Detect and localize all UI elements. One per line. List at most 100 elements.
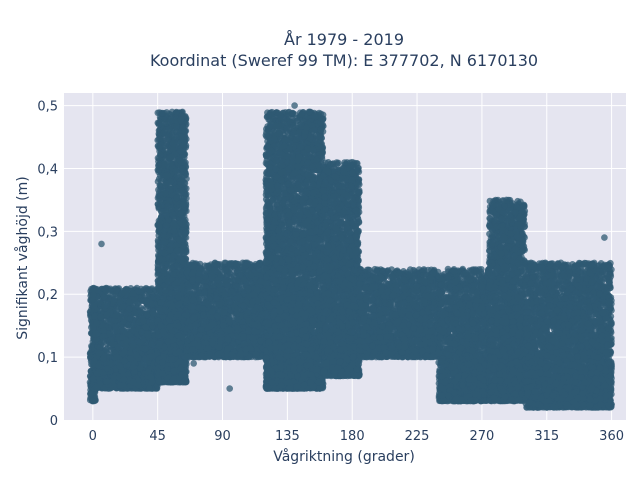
scatter-point <box>92 331 99 338</box>
scatter-point <box>175 323 182 330</box>
scatter-point <box>147 354 154 361</box>
chart-title-line1: År 1979 - 2019 <box>284 30 404 49</box>
scatter-point <box>94 370 101 377</box>
scatter-point <box>158 184 165 191</box>
scatter-point <box>137 308 144 315</box>
scatter-point <box>101 303 108 310</box>
scatter-point <box>156 307 163 314</box>
scatter-point <box>156 278 163 285</box>
scatter-point <box>117 363 124 370</box>
scatter-point <box>158 299 165 306</box>
scatter-point <box>161 143 168 150</box>
scatter-point <box>156 340 163 347</box>
scatter-point <box>162 190 169 197</box>
scatter-point <box>96 350 103 357</box>
scatter-point <box>176 332 183 339</box>
scatter-point <box>182 220 189 227</box>
scatter-point <box>102 287 109 294</box>
scatter-point <box>155 378 162 385</box>
scatter-point <box>94 384 101 391</box>
scatter-point <box>169 258 176 265</box>
scatter-point <box>121 349 128 356</box>
scatter-point <box>148 341 155 348</box>
scatter-point <box>130 364 137 371</box>
scatter-point <box>90 292 97 299</box>
scatter-point <box>121 376 128 383</box>
scatter-point <box>174 279 181 286</box>
scatter-point <box>181 179 188 186</box>
scatter-point <box>143 324 150 331</box>
scatter-point <box>173 129 180 136</box>
scatter-point <box>171 220 178 227</box>
scatter-point <box>159 110 166 117</box>
scatter-point <box>126 306 133 313</box>
scatter-point <box>170 141 177 148</box>
scatter-point <box>100 327 107 334</box>
scatter-point <box>101 293 108 300</box>
scatter-point <box>117 382 124 389</box>
scatter-point <box>146 287 153 294</box>
scatter-point <box>175 311 182 318</box>
scatter-point <box>158 214 165 221</box>
scatter-point <box>177 358 184 365</box>
scatter-point <box>176 237 183 244</box>
scatter-point <box>148 374 155 381</box>
scatter-point <box>156 256 163 263</box>
scatter-point <box>174 194 181 201</box>
scatter-point <box>130 290 137 297</box>
scatter-point <box>132 298 139 305</box>
scatter-point <box>91 313 98 320</box>
chart-title-line2: Koordinat (Sweref 99 TM): E 377702, N 61… <box>150 51 538 70</box>
scatter-point <box>112 323 119 330</box>
scatter-point <box>100 355 107 362</box>
scatter-point <box>181 378 188 385</box>
scatter-point <box>103 378 110 385</box>
scatter-point <box>165 278 172 285</box>
scatter-point <box>167 118 174 125</box>
scatter-point <box>181 201 188 208</box>
scatter-point <box>140 318 147 325</box>
scatter-point <box>168 379 175 386</box>
scatter-point <box>111 297 118 304</box>
scatter-point <box>171 228 178 235</box>
scatter-point <box>155 266 162 273</box>
scatter-point <box>155 285 162 292</box>
scatter-point <box>177 211 184 218</box>
scatter-point <box>103 347 110 354</box>
scatter-point <box>167 160 174 167</box>
scatter-point <box>156 144 163 151</box>
scatter-point <box>130 327 137 334</box>
scatter-point <box>127 355 134 362</box>
scatter-point <box>177 157 184 164</box>
scatter-point <box>167 247 174 254</box>
scatter-point <box>162 287 169 294</box>
scatter-point <box>98 314 105 321</box>
scatter-point <box>178 148 185 155</box>
scatter-point <box>91 358 98 365</box>
scatter-point <box>163 173 170 180</box>
scatter-point <box>127 315 134 322</box>
scatter-point <box>93 320 100 327</box>
scatter-point <box>115 344 122 351</box>
scatter-point <box>135 382 142 389</box>
scatter-point <box>138 288 145 295</box>
scatter-point <box>119 334 126 341</box>
scatter-point <box>120 327 127 334</box>
scatter-point <box>164 203 171 210</box>
scatter-point <box>161 250 168 257</box>
scatter-point <box>173 167 180 174</box>
scatter-point <box>137 339 144 346</box>
scatter-point <box>142 298 149 305</box>
scatter-point <box>120 303 127 310</box>
scatter-point <box>97 344 104 351</box>
scatter-point <box>178 116 185 123</box>
scatter-point <box>133 352 140 359</box>
scatter-point <box>156 224 163 231</box>
scatter-point <box>181 141 188 148</box>
scatter-point <box>179 165 186 172</box>
scatter-point <box>137 365 144 372</box>
scatter-point <box>161 239 168 246</box>
scatter-point <box>170 303 177 310</box>
scatter-point <box>165 338 172 345</box>
